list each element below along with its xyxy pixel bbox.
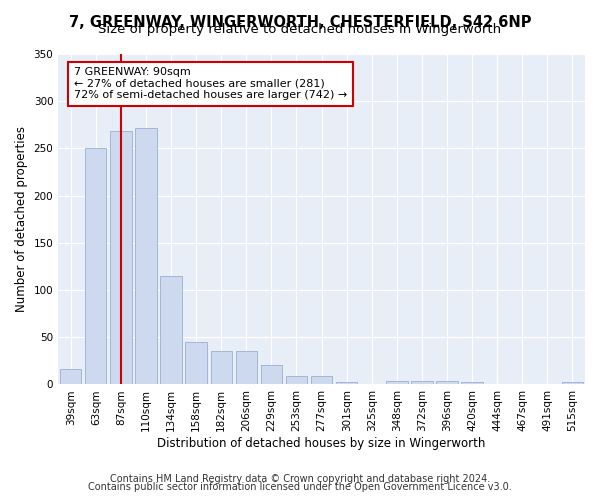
Bar <box>60 370 82 384</box>
Bar <box>160 276 182 384</box>
Bar <box>336 382 358 384</box>
Text: 7 GREENWAY: 90sqm
← 27% of detached houses are smaller (281)
72% of semi-detache: 7 GREENWAY: 90sqm ← 27% of detached hous… <box>74 67 347 100</box>
Bar <box>110 132 131 384</box>
Bar <box>436 380 458 384</box>
Text: 7, GREENWAY, WINGERWORTH, CHESTERFIELD, S42 6NP: 7, GREENWAY, WINGERWORTH, CHESTERFIELD, … <box>69 15 531 30</box>
Bar <box>311 376 332 384</box>
X-axis label: Distribution of detached houses by size in Wingerworth: Distribution of detached houses by size … <box>157 437 486 450</box>
Bar <box>261 364 282 384</box>
Bar <box>411 380 433 384</box>
Bar <box>85 148 106 384</box>
Bar <box>236 352 257 384</box>
Bar <box>211 352 232 384</box>
Bar <box>136 128 157 384</box>
Bar <box>185 342 207 384</box>
Text: Size of property relative to detached houses in Wingerworth: Size of property relative to detached ho… <box>98 22 502 36</box>
Bar <box>286 376 307 384</box>
Text: Contains public sector information licensed under the Open Government Licence v3: Contains public sector information licen… <box>88 482 512 492</box>
Bar <box>386 380 407 384</box>
Text: Contains HM Land Registry data © Crown copyright and database right 2024.: Contains HM Land Registry data © Crown c… <box>110 474 490 484</box>
Y-axis label: Number of detached properties: Number of detached properties <box>15 126 28 312</box>
Bar <box>562 382 583 384</box>
Bar <box>461 382 483 384</box>
